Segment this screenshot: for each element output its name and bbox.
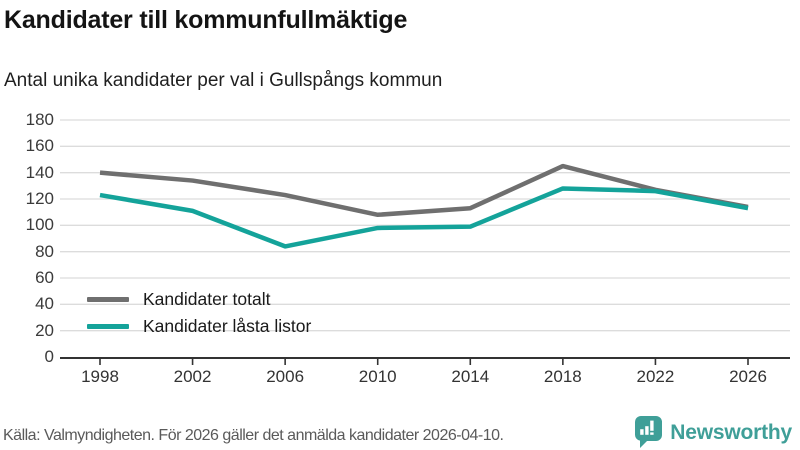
legend-label-locked: Kandidater låsta listor [143, 315, 312, 336]
newsworthy-bubble-chart-icon [635, 416, 663, 448]
legend-swatch-total-line [87, 296, 129, 302]
x-axis-label: 2022 [636, 367, 675, 386]
x-axis-label: 2026 [729, 367, 767, 386]
brand-name: Newsworthy [670, 421, 792, 444]
y-axis-label: 40 [35, 294, 54, 314]
y-axis-label: 100 [25, 215, 54, 235]
y-axis-label: 120 [25, 189, 54, 208]
x-axis-label: 2010 [358, 367, 397, 386]
source-note: Källa: Valmyndigheten. För 2026 gäller d… [3, 427, 504, 444]
y-axis-label: 20 [35, 320, 54, 340]
chart-legend: Kandidater totalt Kandidater låsta listo… [87, 289, 311, 336]
y-axis-label: 60 [35, 268, 54, 287]
x-axis-label: 1998 [81, 367, 119, 386]
series-line-total [99, 163, 749, 218]
y-axis-label: 80 [35, 241, 54, 261]
chart-title: Kandidater till kommunfullmäktige [4, 6, 408, 34]
x-axis-label: 2002 [173, 367, 212, 386]
y-axis-label: 140 [25, 162, 54, 182]
y-axis-label: 0 [44, 347, 54, 366]
newsworthy-logo: Newsworthy [634, 415, 792, 449]
y-axis-label: 160 [25, 136, 54, 156]
x-axis-label: 2014 [451, 367, 490, 386]
series-line-locked [99, 186, 749, 249]
legend-swatch-locked-line [87, 323, 129, 329]
chart-subtitle: Antal unika kandidater per val i Gullspå… [4, 70, 443, 91]
legend-item-total: Kandidater totalt [87, 289, 311, 309]
x-axis-label: 2006 [266, 367, 305, 386]
y-axis-label: 180 [25, 110, 54, 129]
x-axis-label: 2018 [543, 367, 582, 386]
legend-label-total: Kandidater totalt [143, 288, 271, 309]
legend-item-locked: Kandidater låsta listor [87, 316, 311, 336]
